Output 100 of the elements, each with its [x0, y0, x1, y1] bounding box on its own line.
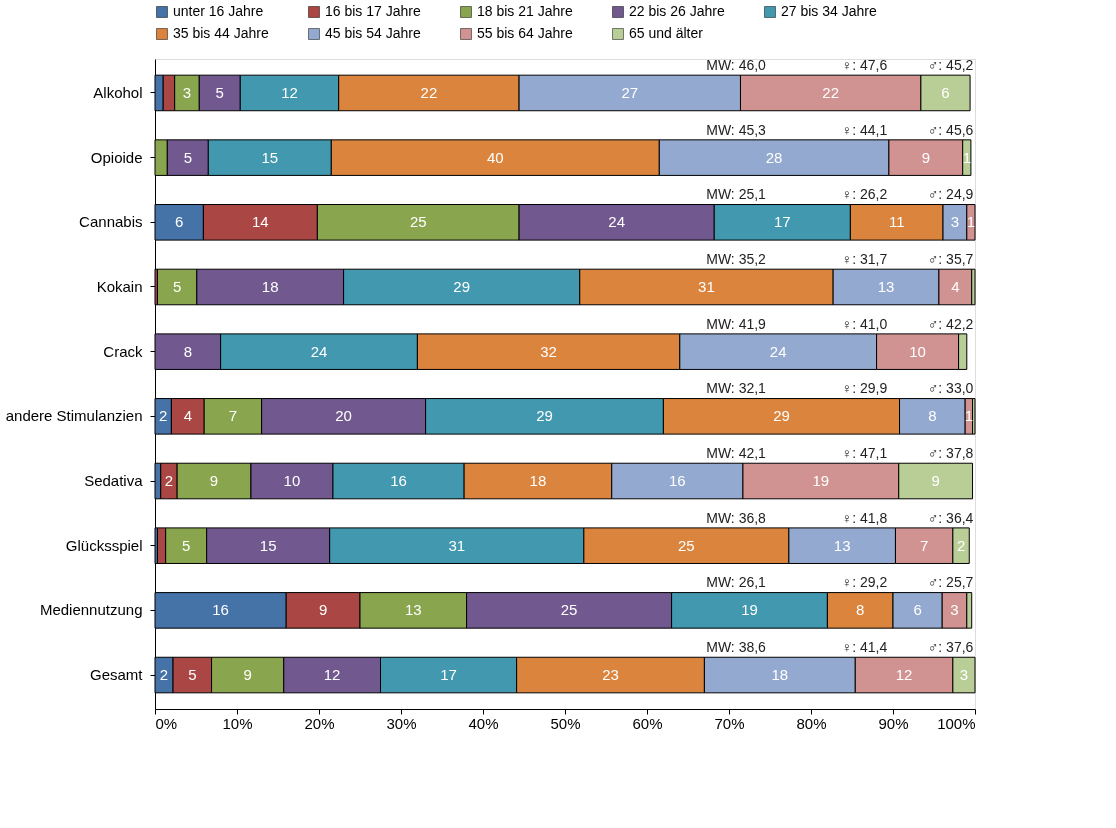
data-label: 18	[771, 666, 789, 684]
y-tick-label: Gesamt	[89, 666, 144, 684]
x-tick-label: 20%	[304, 714, 335, 732]
data-label: 16	[390, 472, 407, 490]
legend-label: 18 bis 21 Jahre	[477, 3, 573, 19]
data-label: 25	[409, 213, 427, 231]
annotation: ♂: 37,8	[927, 445, 974, 462]
data-label: 29	[773, 407, 790, 425]
annotation: MW: 26,1	[706, 574, 767, 591]
data-label: 16	[669, 472, 686, 490]
y-tick-label: Opioide	[90, 148, 143, 166]
data-label: 29	[453, 277, 471, 295]
data-label: 9	[921, 148, 930, 166]
data-label: 22	[822, 83, 840, 101]
data-label: 13	[833, 536, 851, 554]
annotation: ♀: 29,9	[841, 380, 888, 397]
data-label: 18	[529, 472, 547, 490]
data-label: 25	[560, 601, 578, 619]
data-label: 15	[261, 148, 279, 166]
annotation: ♂: 37,6	[927, 639, 974, 656]
data-label: 23	[602, 666, 619, 684]
data-label: 12	[895, 666, 913, 684]
x-tick-label: 90%	[878, 714, 909, 732]
data-label: 24	[310, 342, 328, 360]
data-label: 5	[183, 148, 192, 166]
legend-label: 16 bis 17 Jahre	[325, 3, 421, 19]
annotation: MW: 25,1	[706, 186, 767, 203]
data-label: 16	[212, 601, 229, 619]
data-label: 6	[913, 601, 922, 619]
annotation: MW: 36,8	[706, 509, 767, 526]
data-label: 8	[928, 407, 937, 425]
y-tick-label: Sedativa	[84, 472, 144, 490]
x-tick-label: 0%	[155, 714, 178, 732]
data-label: 11	[888, 213, 905, 231]
annotation: MW: 46,0	[706, 56, 767, 73]
data-label: 9	[931, 472, 940, 490]
data-label: 8	[183, 342, 192, 360]
y-tick-label: Alkohol	[93, 83, 143, 101]
data-label: 28	[765, 148, 783, 166]
data-label: 29	[536, 407, 553, 425]
data-label: 27	[621, 83, 639, 101]
data-label: 15	[259, 536, 277, 554]
data-label: 9	[243, 666, 252, 684]
annotation: MW: 41,9	[706, 315, 767, 332]
data-label: 19	[741, 601, 758, 619]
annotation: ♀: 41,8	[841, 509, 888, 526]
data-label: 5	[215, 83, 224, 101]
data-label: 24	[608, 213, 625, 231]
data-label: 6	[175, 213, 184, 231]
data-label: 24	[769, 342, 787, 360]
data-label: 31	[448, 536, 466, 554]
data-label: 25	[678, 536, 695, 554]
annotation: ♀: 41,4	[841, 639, 888, 656]
annotation: ♀: 31,7	[841, 250, 888, 267]
data-label: 5	[188, 666, 197, 684]
annotation: ♂: 36,4	[927, 509, 974, 526]
data-label: 31	[698, 277, 715, 295]
data-label: 12	[323, 666, 341, 684]
legend-label: 35 bis 44 Jahre	[173, 25, 269, 41]
data-label: 13	[404, 601, 422, 619]
legend-label: 27 bis 34 Jahre	[781, 3, 877, 19]
annotation: ♀: 41,0	[841, 315, 888, 332]
annotation: ♂: 42,2	[927, 315, 974, 332]
annotation: ♂: 33,0	[927, 380, 974, 397]
data-label: 3	[950, 601, 959, 619]
x-tick-label: 70%	[714, 714, 745, 732]
data-label: 6	[941, 83, 950, 101]
annotation: ♂: 45,2	[927, 56, 974, 73]
annotation: ♀: 26,2	[841, 186, 888, 203]
data-label: 22	[420, 83, 438, 101]
data-label: 12	[281, 83, 298, 101]
y-tick-label: andere Stimulanzien	[5, 407, 143, 425]
data-label: 9	[318, 601, 328, 619]
data-label: 2	[159, 407, 168, 425]
annotation: MW: 35,2	[706, 250, 767, 267]
data-label: 8	[856, 601, 865, 619]
annotation: MW: 32,1	[706, 380, 767, 397]
legend-label: 22 bis 26 Jahre	[629, 3, 725, 19]
data-label: 5	[172, 277, 182, 295]
data-label: 2	[159, 666, 169, 684]
annotation: ♀: 44,1	[841, 121, 888, 138]
y-tick-label: Kokain	[96, 277, 143, 295]
x-tick-label: 100%	[937, 714, 976, 732]
data-label: 2	[164, 472, 174, 490]
legend-label: unter 16 Jahre	[173, 3, 264, 19]
data-label: 9	[209, 472, 219, 490]
y-tick-label: Mediennutzung	[39, 601, 143, 619]
data-label: 2	[956, 536, 966, 554]
data-label: 10	[909, 342, 926, 360]
y-tick-label: Glücksspiel	[65, 536, 143, 554]
data-label: 3	[959, 666, 969, 684]
data-label: 32	[540, 342, 557, 360]
annotation: ♂: 25,7	[927, 574, 974, 591]
data-label: 40	[486, 148, 504, 166]
data-label: 3	[950, 213, 960, 231]
data-label: 13	[877, 277, 895, 295]
data-label: 20	[335, 407, 352, 425]
y-tick-label: Cannabis	[79, 213, 143, 231]
legend-label: 45 bis 54 Jahre	[325, 25, 421, 41]
x-tick-label: 60%	[632, 714, 663, 732]
